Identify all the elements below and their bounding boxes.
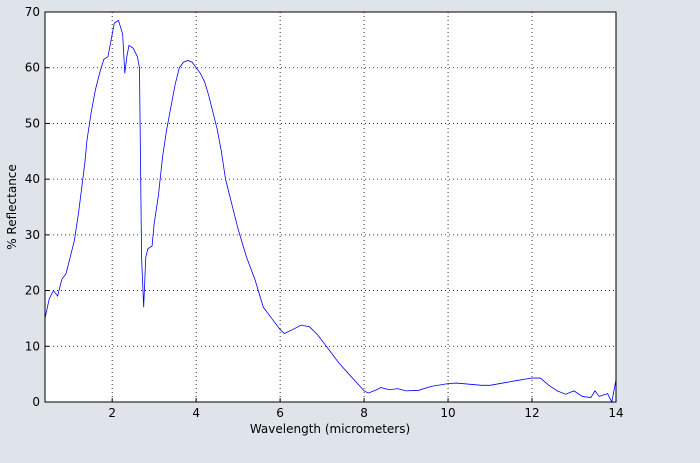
data-line: [44, 19, 617, 404]
y-tick-label: 50: [25, 116, 40, 130]
y-tick-label: 30: [25, 228, 40, 242]
x-axis-title: Wavelength (micrometers): [250, 422, 410, 436]
x-tick-label: 8: [360, 406, 368, 420]
y-tick-label: 60: [25, 61, 40, 75]
x-tick-label: 2: [108, 406, 116, 420]
y-tick-label: 40: [25, 172, 40, 186]
x-tick-label: 14: [608, 406, 623, 420]
y-axis-title: % Reflectance: [5, 164, 19, 250]
plot-area: [45, 12, 616, 402]
x-tick-label: 6: [276, 406, 284, 420]
y-tick-label: 10: [25, 339, 40, 353]
x-tick-label: 4: [192, 406, 200, 420]
plot-frame: [44, 11, 617, 403]
y-tick-label: 20: [25, 284, 40, 298]
x-tick-label: 12: [524, 406, 539, 420]
x-tick-label: 10: [440, 406, 455, 420]
y-tick-label: 0: [32, 395, 40, 409]
y-tick-label: 70: [25, 5, 40, 19]
